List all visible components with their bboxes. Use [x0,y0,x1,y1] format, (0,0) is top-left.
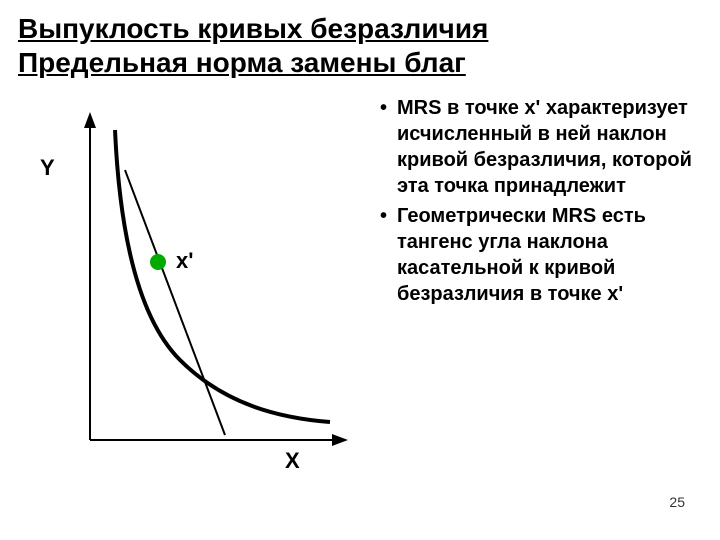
indifference-curve [115,130,330,422]
x-axis-arrow [332,434,348,446]
bullet-text: MRS в точке x' характеризует исчисленный… [397,95,710,199]
x-axis-label: X [285,448,300,474]
slide-title: Выпуклость кривых безразличия Предельная… [18,12,488,79]
point-label: x' [176,248,193,274]
point-xprime [150,254,166,270]
title-line2: Предельная норма замены благ [18,46,488,80]
bullet-text: Геометрически MRS есть тангенс угла накл… [397,203,710,307]
list-item: • MRS в точке x' характеризует исчисленн… [380,95,710,199]
bullet-icon: • [380,95,387,199]
list-item: • Геометрически MRS есть тангенс угла на… [380,203,710,307]
chart-svg [30,100,350,480]
title-line1: Выпуклость кривых безразличия [18,12,488,46]
y-axis-arrow [84,112,96,128]
tangent-line [125,170,225,435]
chart-area: Y x' X [30,100,350,480]
bullet-list: • MRS в точке x' характеризует исчисленн… [380,95,710,311]
page-number: 25 [669,494,685,510]
bullet-icon: • [380,203,387,307]
y-axis-label: Y [40,155,55,181]
